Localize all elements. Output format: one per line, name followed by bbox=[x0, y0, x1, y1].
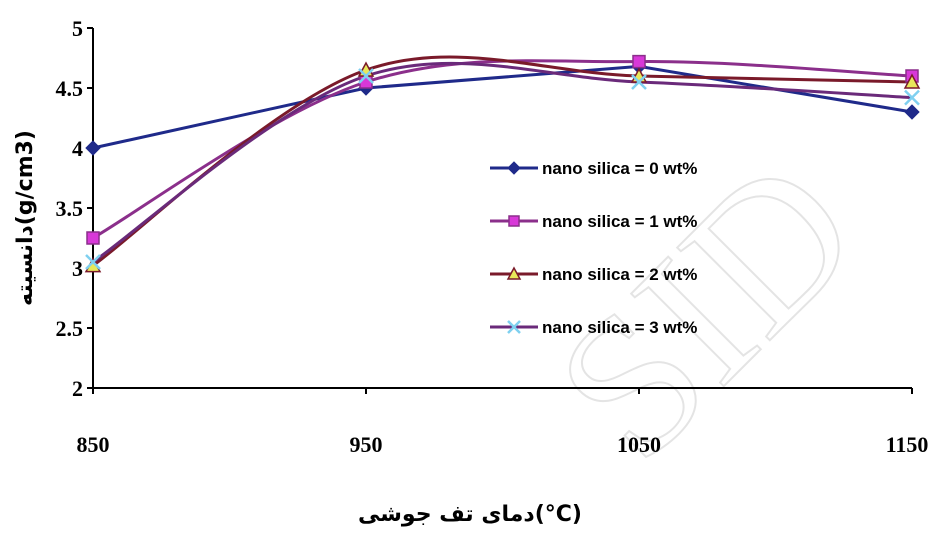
series-markers bbox=[84, 54, 921, 273]
series-3-point bbox=[358, 68, 374, 84]
y-tick-label: 4 bbox=[72, 136, 83, 161]
y-tick-label: 3 bbox=[72, 256, 83, 281]
x-tick-labels: 850 950 1050 1150 bbox=[77, 432, 929, 457]
y-tick-label: 4.5 bbox=[56, 76, 84, 101]
series-0-point bbox=[904, 104, 920, 120]
x-axis-title: دمای تف جوشی(°C) bbox=[358, 502, 582, 527]
axes bbox=[87, 27, 913, 394]
y-tick-label: 5 bbox=[72, 16, 83, 41]
series-3-point bbox=[85, 254, 101, 270]
y-tick-label: 2 bbox=[72, 376, 83, 401]
x-tick-label: 850 bbox=[77, 432, 110, 457]
x-tick-label: 950 bbox=[350, 432, 383, 457]
x-tick-label: 1050 bbox=[617, 432, 661, 457]
series-0-point bbox=[85, 140, 101, 156]
legend-marker-0 bbox=[507, 161, 521, 175]
series-1-point bbox=[359, 75, 373, 89]
y-tick-labels: 2 2.5 3 3.5 4 4.5 5 bbox=[56, 16, 84, 401]
legend-marker-1 bbox=[508, 215, 520, 227]
series-2-point bbox=[903, 73, 921, 89]
legend-marker-2 bbox=[506, 266, 522, 280]
series-3-point bbox=[631, 74, 647, 90]
series-lines bbox=[92, 55, 913, 267]
series-line-1 bbox=[92, 59, 913, 240]
y-tick-label: 3.5 bbox=[56, 196, 84, 221]
legend-label-1: nano silica = 1 wt% bbox=[542, 212, 697, 231]
series-1-point bbox=[632, 54, 646, 69]
legend-label-2: nano silica = 2 wt% bbox=[542, 265, 697, 284]
y-axis-title: دانسیته(g/cm3) bbox=[13, 130, 38, 306]
legend: nano silica = 0 wt% nano silica = 1 wt% na… bbox=[490, 159, 697, 337]
legend-marker-3 bbox=[507, 320, 521, 334]
x-tick-label: 1150 bbox=[886, 432, 929, 457]
series-1-point bbox=[86, 231, 100, 245]
legend-label-3: nano silica = 3 wt% bbox=[542, 318, 697, 337]
y-tick-label: 2.5 bbox=[56, 316, 84, 341]
legend-label-0: nano silica = 0 wt% bbox=[542, 159, 697, 178]
series-line-3 bbox=[92, 61, 913, 264]
series-3-point bbox=[904, 89, 920, 106]
